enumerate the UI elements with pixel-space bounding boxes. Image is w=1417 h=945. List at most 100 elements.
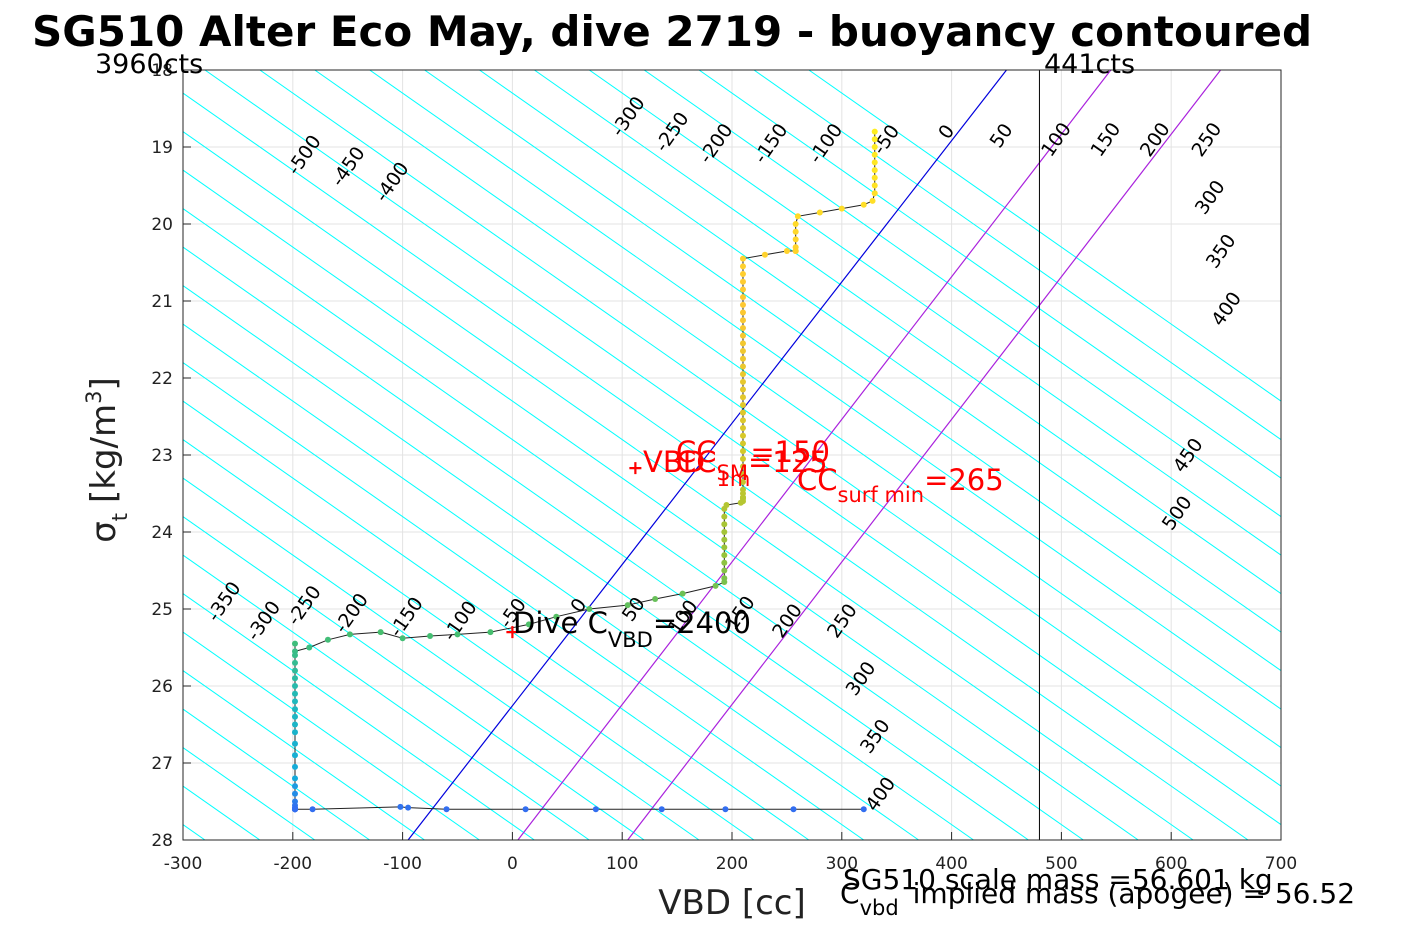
contour-line <box>183 515 645 840</box>
reference-lines <box>407 70 1222 840</box>
data-point <box>405 804 412 811</box>
data-point <box>443 806 450 813</box>
y-tick-label: 23 <box>151 446 173 466</box>
data-point <box>737 499 744 506</box>
marker-plus <box>629 462 642 475</box>
contour-line <box>183 438 755 840</box>
contour-line <box>698 70 1281 479</box>
cc-surf-main: CC <box>797 463 838 497</box>
chart-title: SG510 Alter Eco May, dive 2719 - buoyanc… <box>32 7 1312 56</box>
data-point <box>522 806 529 813</box>
x-tick-label: 200 <box>716 854 748 874</box>
cc-1m-value: =150 <box>750 435 830 469</box>
data-point <box>739 455 746 462</box>
data-point <box>553 613 560 620</box>
data-point <box>739 340 746 347</box>
cc-sm-value: =125 <box>748 445 828 479</box>
data-point <box>658 806 665 813</box>
data-point <box>816 209 823 216</box>
contour-line <box>183 323 919 840</box>
data-point <box>291 698 298 705</box>
data-point <box>739 286 746 293</box>
contour-line <box>259 70 1281 787</box>
contour-line <box>0 70 95 840</box>
data-point <box>739 363 746 370</box>
data-point <box>739 332 746 339</box>
data-point <box>721 521 728 528</box>
data-point <box>792 247 799 254</box>
y-tick-label: 20 <box>151 215 173 235</box>
data-point <box>291 675 298 682</box>
reference-line <box>517 70 1112 840</box>
y-tick-label: 19 <box>151 138 173 158</box>
data-point <box>739 271 746 278</box>
cvbd-sub: vbd <box>860 896 899 920</box>
data-point <box>783 247 790 254</box>
vbd-annotation: VBD <box>643 445 705 479</box>
contour-line <box>183 207 1084 840</box>
data-point <box>291 667 298 674</box>
y-axis-symbol: σ <box>84 521 124 543</box>
data-point <box>869 197 876 204</box>
x-tick-label: 0 <box>507 854 518 874</box>
contour-line <box>534 70 1281 595</box>
data-point <box>739 355 746 362</box>
data-point <box>291 640 298 647</box>
y-tick-label: 21 <box>151 292 173 312</box>
data-point <box>721 529 728 535</box>
contour-line <box>643 70 1281 518</box>
data-point <box>652 595 659 602</box>
data-point <box>871 182 878 189</box>
implied-mass-text: implied mass (apogee) = 56.52 <box>913 877 1355 910</box>
data-point <box>586 606 593 612</box>
contour-line <box>183 92 1249 840</box>
data-point <box>838 205 845 212</box>
data-point <box>324 636 331 643</box>
data-point <box>721 544 728 551</box>
y-axis-label: σt [kg/m3] <box>82 377 132 543</box>
contour-line <box>314 70 1281 749</box>
contour-line <box>588 70 1281 556</box>
data-point <box>291 806 298 813</box>
data-point <box>739 401 746 408</box>
data-point <box>712 582 719 589</box>
y-tick-label: 27 <box>151 754 173 774</box>
contour-line <box>183 246 1029 840</box>
data-point <box>306 644 313 651</box>
data-point <box>739 478 746 485</box>
top-left-count-label: 3960cts <box>95 49 203 80</box>
data-point <box>739 448 746 455</box>
contour-line <box>183 400 810 840</box>
y-axis-ticks: 18 19 20 21 22 23 24 25 26 27 28 <box>151 61 191 851</box>
data-point <box>721 579 728 586</box>
data-point <box>377 629 384 636</box>
data-point <box>794 213 801 220</box>
data-point <box>739 324 746 331</box>
data-point <box>624 602 631 609</box>
contour-line <box>808 70 1281 402</box>
cc-1m-main: CC <box>676 435 717 469</box>
data-point <box>291 729 298 736</box>
contour-line <box>183 592 535 840</box>
contour-line <box>753 70 1281 441</box>
data-point <box>291 783 298 790</box>
data-point <box>291 775 298 782</box>
data-point <box>291 706 298 713</box>
data-point <box>721 536 728 543</box>
data-point <box>721 505 728 512</box>
data-point <box>679 590 686 597</box>
cc-surf-min-annotation: CCsurf min=265 <box>797 463 1004 507</box>
data-point <box>860 201 867 208</box>
contour-line <box>183 477 700 840</box>
x-tick-label: 600 <box>1155 854 1187 874</box>
markers <box>506 462 642 639</box>
y-tick-label: 28 <box>151 831 173 851</box>
cc-sm-annotation: CCSM=125 <box>676 445 828 485</box>
contour-line <box>183 554 590 840</box>
data-point <box>792 236 799 243</box>
y-axis-symbol-sub: t <box>108 513 132 521</box>
cc-sm-sub: SM <box>717 461 748 485</box>
cvbd-implied-mass-label: Cvbd implied mass (apogee) = 56.52 <box>840 877 1355 920</box>
x-tick-label: -200 <box>274 854 313 874</box>
